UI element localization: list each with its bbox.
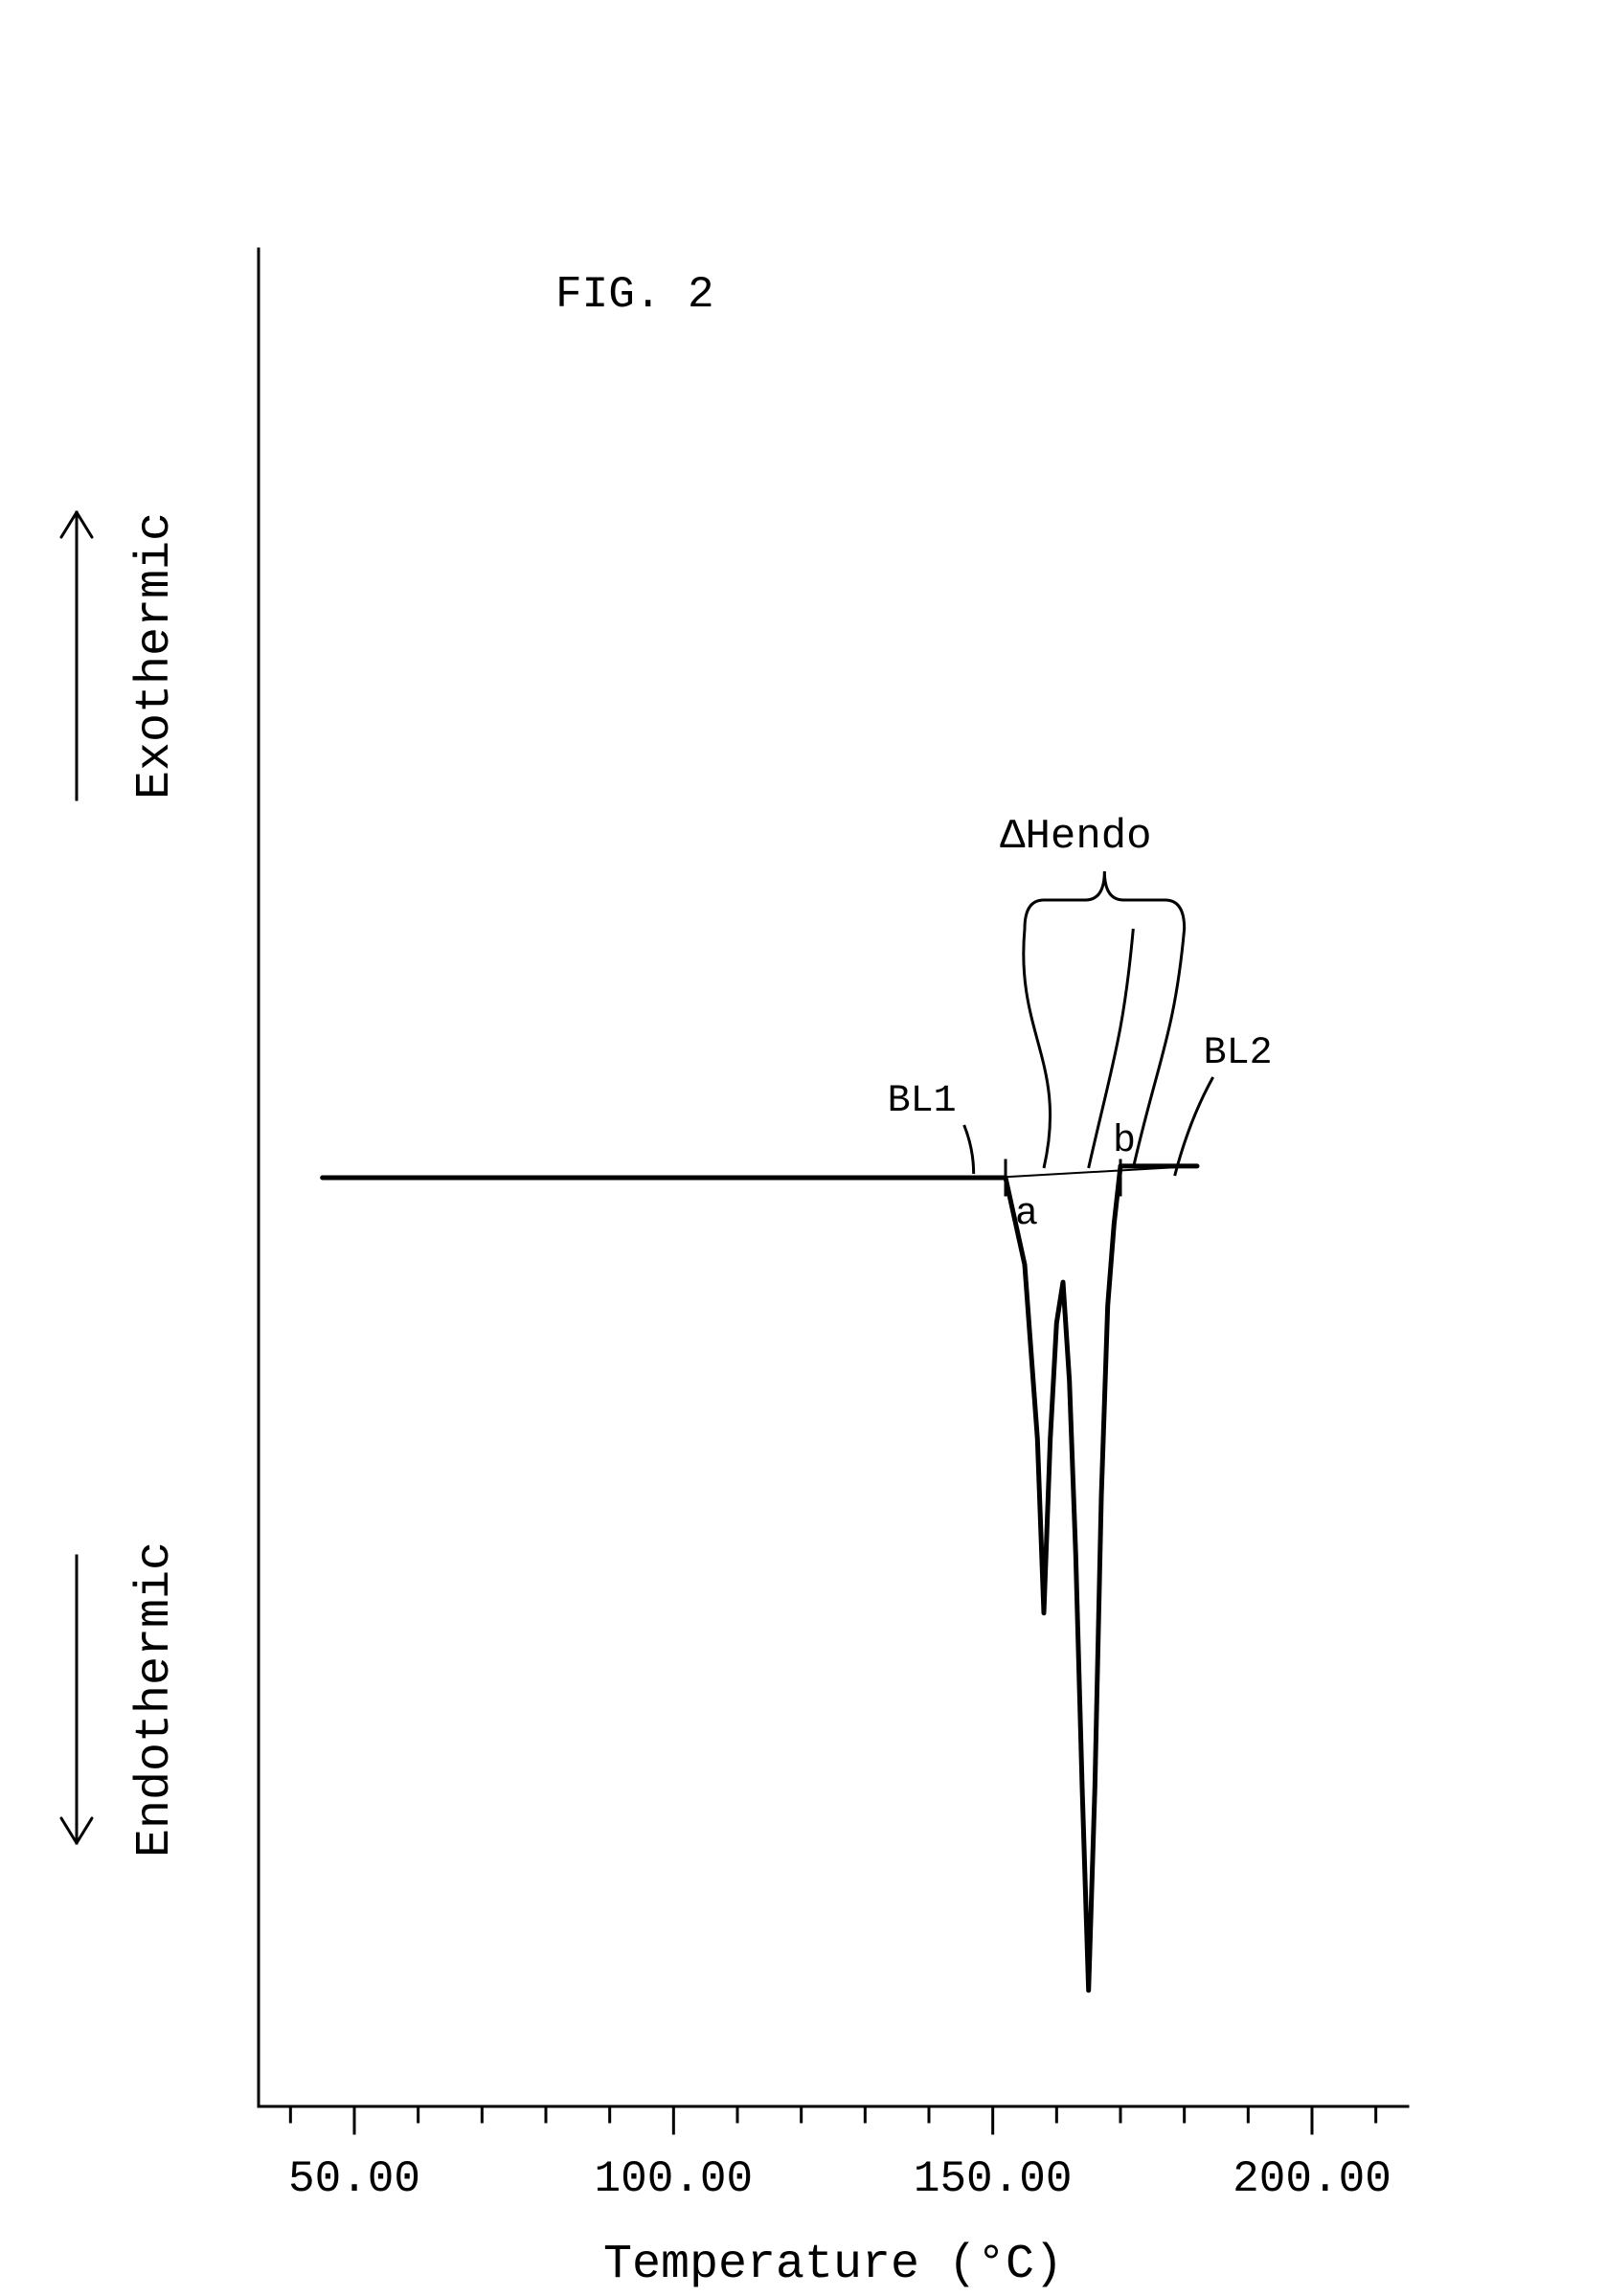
y-direction-arrows	[61, 512, 92, 1843]
x-tick-label: 150.00	[914, 2154, 1073, 2204]
label-delta-h-endo: ΔHendo	[1000, 813, 1151, 861]
dsc-chart: FIG. 2 50.00 100.00 150.00 200.00 Exothermi…	[0, 0, 1606, 2296]
delta-h-brace	[993, 871, 1197, 1178]
y-axis-label-exothermic: Exothermic	[128, 512, 183, 799]
label-a: a	[1015, 1193, 1038, 1236]
y-axis-label-endothermic: Endothermic	[128, 1542, 183, 1857]
x-tick-label: 100.00	[595, 2154, 754, 2204]
label-b: b	[1113, 1120, 1136, 1163]
label-bl2: BL2	[1204, 1032, 1273, 1075]
axes: 50.00 100.00 150.00 200.00	[259, 249, 1408, 2204]
x-tick-label: 200.00	[1233, 2154, 1391, 2204]
label-bl1: BL1	[888, 1080, 957, 1123]
figure-title: FIG. 2	[555, 270, 714, 320]
x-tick-label: 50.00	[288, 2154, 420, 2204]
dsc-curve	[323, 1166, 1197, 1991]
x-axis-label: Temperature (°C)	[603, 2238, 1063, 2292]
